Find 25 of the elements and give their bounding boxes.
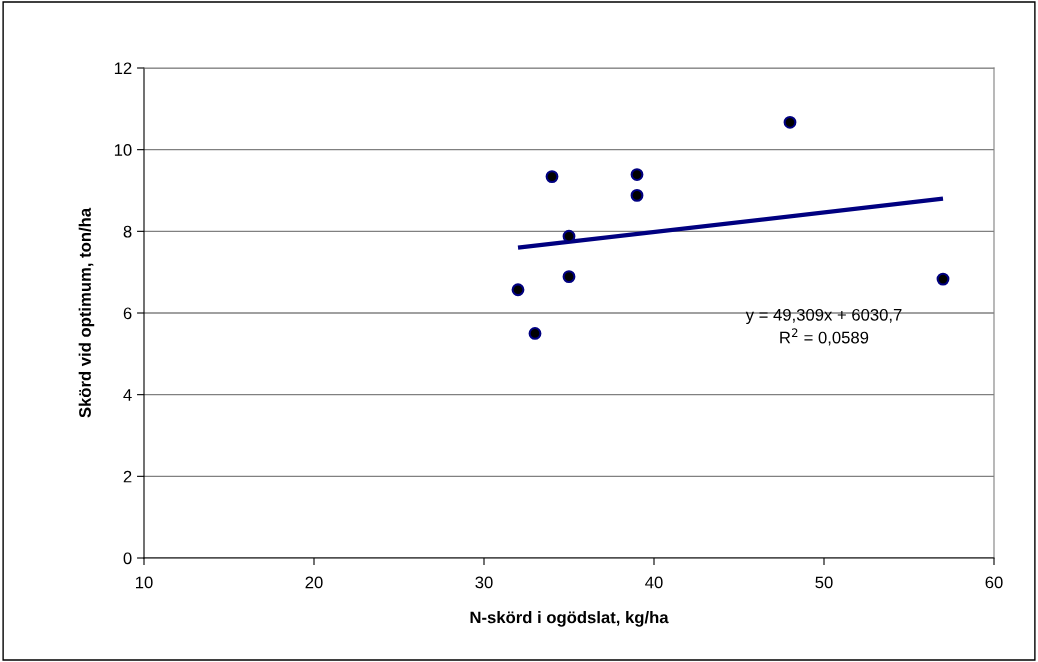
point: [562, 229, 576, 243]
y-axis-title: Skörd vid optimum, ton/ha: [78, 207, 95, 418]
x-tick-label: 10: [136, 576, 153, 589]
y-tick-label: 4: [123, 389, 132, 401]
point: [528, 327, 542, 340]
x-tick-label: 30: [475, 576, 493, 589]
point: [936, 272, 950, 286]
x-axis-title: N-skörd i ogödslat, kg/ha: [470, 611, 669, 627]
y-tick-label: 10: [114, 144, 132, 156]
point: [511, 283, 525, 297]
y-tick-label: 6: [123, 307, 132, 320]
x-tick-label: 60: [985, 576, 1003, 589]
point: [783, 115, 797, 129]
y-tick-label: 8: [123, 225, 132, 238]
y-tick-label: 12: [114, 62, 132, 75]
y-tick-label: 2: [123, 470, 132, 483]
point: [630, 188, 644, 202]
point: [545, 170, 559, 184]
point: [630, 168, 644, 181]
x-tick-label: 50: [815, 576, 833, 589]
annotation: y = 49,309x + 6030,7 R$^{2}$ = 0,0589: [745, 308, 902, 346]
x-tick-label: 20: [305, 576, 323, 589]
y-tick-label: 0: [123, 552, 132, 565]
x-tick-label: 40: [645, 576, 663, 589]
point: [562, 270, 576, 284]
